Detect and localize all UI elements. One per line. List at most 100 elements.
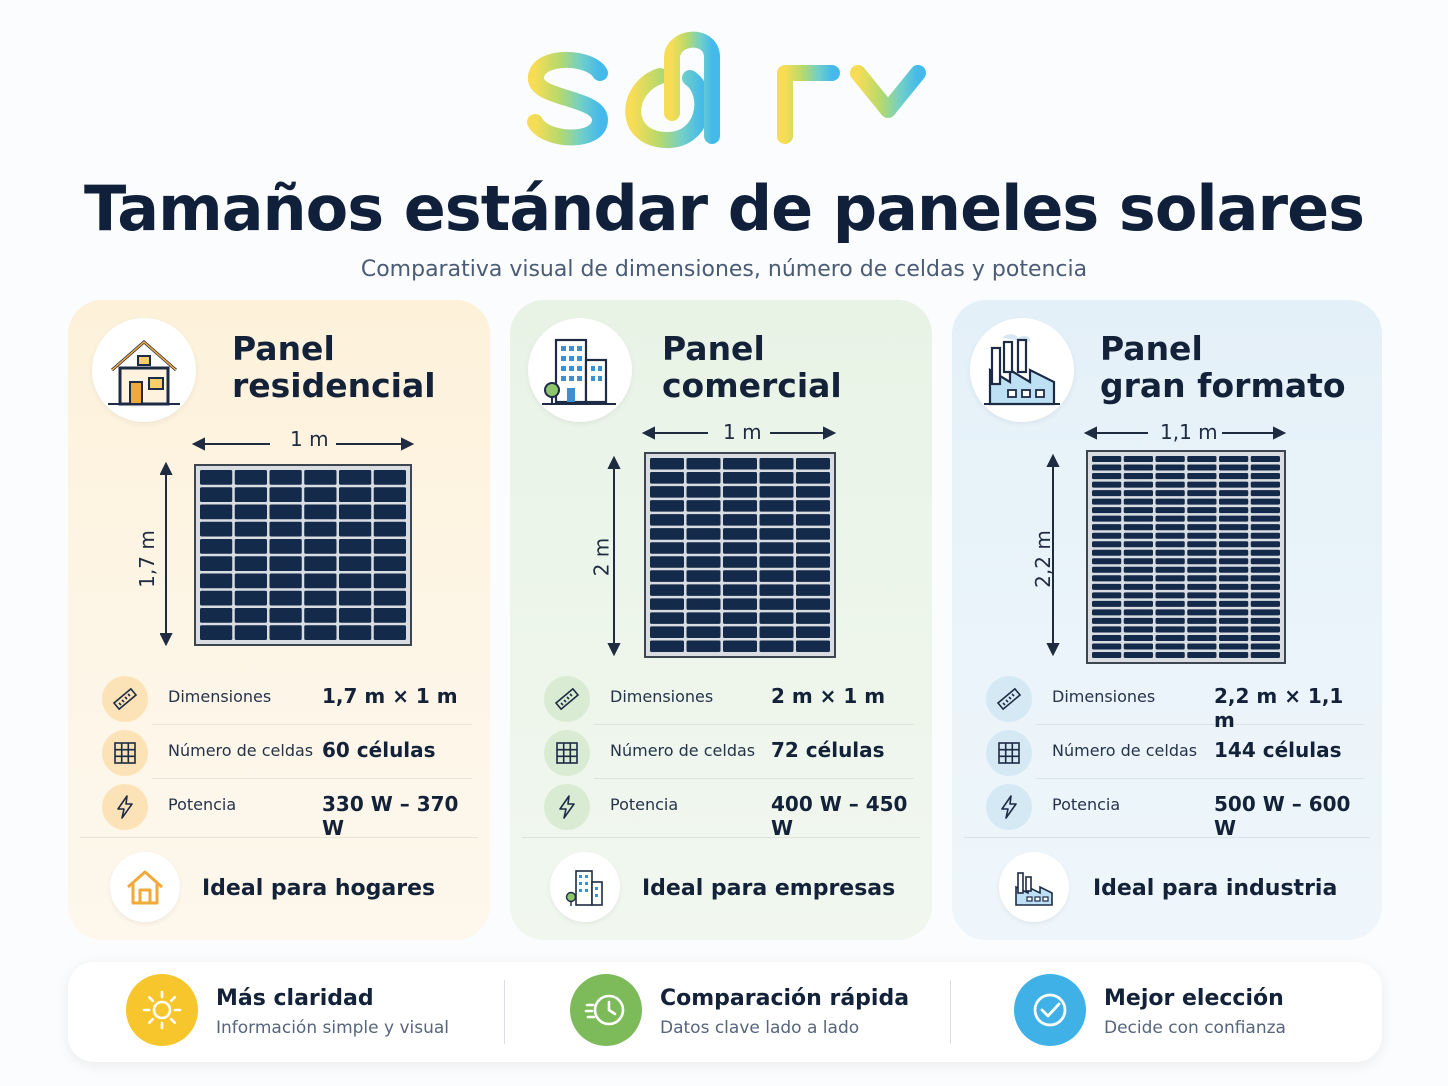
ruler-icon bbox=[986, 676, 1032, 722]
solar-cell bbox=[1155, 473, 1185, 480]
solar-cell bbox=[1219, 651, 1249, 658]
solar-cell bbox=[339, 573, 372, 589]
solar-cell bbox=[686, 486, 721, 498]
solar-cell bbox=[1092, 583, 1122, 590]
solar-cell bbox=[1187, 481, 1217, 488]
solar-cell bbox=[304, 539, 337, 554]
bolt-icon bbox=[544, 784, 590, 830]
solar-cell bbox=[1219, 626, 1249, 633]
solar-cell bbox=[1250, 609, 1280, 616]
solar-cell bbox=[234, 539, 267, 554]
solar-cell bbox=[1250, 592, 1280, 599]
sun-icon bbox=[126, 974, 198, 1046]
panel-dimension-arrows bbox=[160, 437, 415, 647]
width-label: 1 m bbox=[723, 420, 762, 444]
solar-cell bbox=[1123, 575, 1153, 582]
solar-cell bbox=[796, 640, 830, 652]
ideal-for-label: Ideal para industria bbox=[1093, 876, 1338, 901]
solar-cell bbox=[759, 626, 794, 638]
height-label: 1,7 m bbox=[134, 530, 159, 588]
solar-cell bbox=[650, 458, 684, 470]
feature-subtitle: Datos clave lado a lado bbox=[660, 1018, 860, 1038]
solar-cell bbox=[1250, 575, 1280, 582]
solar-cell bbox=[1187, 532, 1217, 539]
solar-cell bbox=[373, 556, 406, 571]
solar-cell bbox=[1187, 643, 1217, 650]
spec-row-cells: Número de celdas 60 células bbox=[102, 726, 472, 779]
solar-panel bbox=[194, 464, 412, 646]
card-title: Panel residencial bbox=[232, 329, 436, 405]
solar-cell bbox=[686, 458, 721, 470]
solar-cell bbox=[1250, 464, 1280, 471]
width-label: 1 m bbox=[290, 427, 329, 451]
solar-cell bbox=[650, 486, 684, 498]
solar-cell bbox=[1123, 583, 1153, 590]
solar-cell bbox=[759, 500, 794, 512]
solar-cell bbox=[1123, 524, 1153, 531]
solar-cell bbox=[200, 504, 233, 520]
solar-cell bbox=[1250, 532, 1280, 539]
solar-cell bbox=[796, 486, 830, 498]
solar-cell bbox=[686, 626, 721, 638]
solar-cell bbox=[1155, 549, 1185, 556]
solar-cell bbox=[759, 528, 794, 540]
solar-cell bbox=[1187, 626, 1217, 633]
card-title: Panel comercial bbox=[662, 329, 842, 405]
features-bar: Más claridad Información simple y visual… bbox=[68, 962, 1382, 1062]
solar-cell bbox=[723, 612, 757, 624]
solar-cell bbox=[1123, 643, 1153, 650]
solar-cell bbox=[1092, 532, 1122, 539]
spec-value: 144 células bbox=[1214, 738, 1342, 762]
solar-cell bbox=[1250, 541, 1280, 548]
solar-cell bbox=[1092, 643, 1122, 650]
solar-cell bbox=[723, 598, 757, 610]
panel-diagram bbox=[1044, 420, 1294, 668]
solar-cell bbox=[304, 487, 337, 502]
solar-cell bbox=[1123, 490, 1153, 497]
solar-cell bbox=[686, 514, 721, 526]
solar-cell bbox=[200, 573, 233, 589]
solar-cell bbox=[1219, 507, 1249, 514]
solar-cell bbox=[723, 570, 757, 582]
solar-cell bbox=[339, 590, 372, 606]
solar-cell bbox=[339, 625, 372, 640]
solar-cell bbox=[1187, 634, 1217, 641]
solar-cell bbox=[1219, 617, 1249, 624]
solar-cell bbox=[1219, 558, 1249, 565]
solar-cell bbox=[1155, 490, 1185, 497]
solar-cell bbox=[1123, 634, 1153, 641]
solar-cell bbox=[304, 504, 337, 520]
solar-cell bbox=[1123, 609, 1153, 616]
solar-cell bbox=[650, 598, 684, 610]
solar-cell bbox=[686, 472, 721, 484]
solar-cell bbox=[1123, 473, 1153, 480]
solar-cell bbox=[686, 598, 721, 610]
solar-cell bbox=[796, 514, 830, 526]
solar-cell bbox=[1123, 600, 1153, 607]
solar-cell bbox=[1250, 600, 1280, 607]
solar-cell bbox=[1092, 524, 1122, 531]
solar-cell bbox=[304, 521, 337, 537]
solar-cell bbox=[686, 612, 721, 624]
solar-cell bbox=[1123, 481, 1153, 488]
solar-cell bbox=[1250, 507, 1280, 514]
solar-cell bbox=[1219, 515, 1249, 522]
card-title: Panel gran formato bbox=[1100, 329, 1346, 405]
solar-cell bbox=[1219, 583, 1249, 590]
panel-diagram bbox=[160, 428, 420, 650]
solar-cell bbox=[1155, 592, 1185, 599]
solar-cell bbox=[1250, 634, 1280, 641]
solar-cell bbox=[234, 608, 267, 623]
solar-cell bbox=[650, 584, 684, 596]
solar-cell bbox=[1155, 532, 1185, 539]
solar-cell bbox=[1187, 456, 1217, 463]
solar-cell bbox=[1092, 515, 1122, 522]
solar-cell bbox=[373, 521, 406, 537]
factory-small-icon bbox=[999, 852, 1069, 922]
solar-cell bbox=[796, 556, 830, 568]
solar-cell bbox=[304, 573, 337, 589]
solar-cell bbox=[723, 514, 757, 526]
solar-cell bbox=[1155, 575, 1185, 582]
spec-label: Número de celdas bbox=[1052, 741, 1198, 760]
solar-cell bbox=[234, 590, 267, 606]
